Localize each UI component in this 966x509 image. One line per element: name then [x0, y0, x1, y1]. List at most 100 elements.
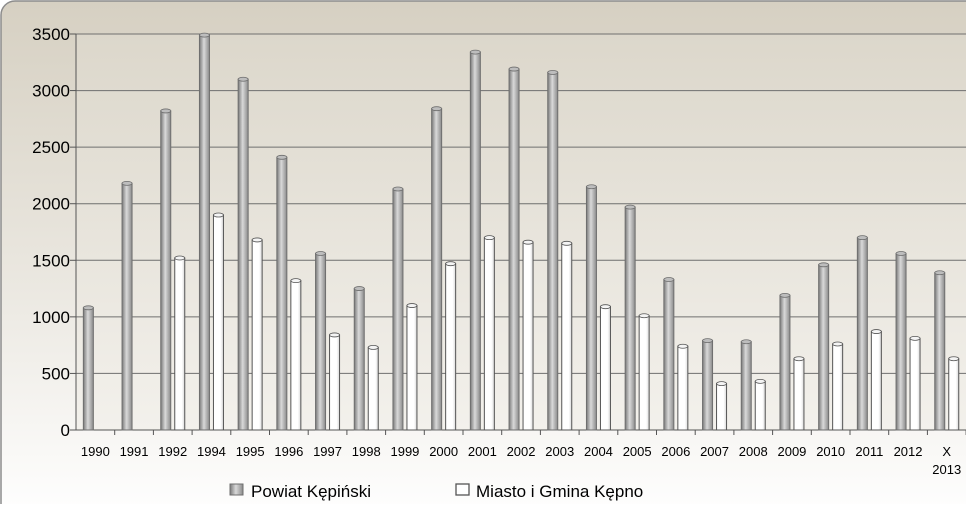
- x-tick-label: 2011: [855, 444, 883, 459]
- bar-powiat: [82, 307, 94, 431]
- bar-cap-miasto: [251, 237, 263, 243]
- bar-cap-miasto: [213, 212, 224, 218]
- x-tick-label: 2003: [545, 444, 574, 459]
- x-tick-label: 1995: [236, 444, 265, 459]
- bar-miasto: [948, 358, 960, 431]
- bar-cap-miasto: [716, 381, 727, 387]
- bar-cap-powiat: [160, 108, 172, 114]
- bar-powiat: [779, 294, 791, 431]
- x-axis-ticks: 1990 1991 1992 1994 1995 1996 1997 1998 1999 2000…: [81, 430, 966, 477]
- bar-miasto: [677, 345, 689, 431]
- bar-cap-miasto: [522, 239, 534, 245]
- bar-cap-miasto: [406, 303, 418, 308]
- bar-cap-miasto: [600, 304, 611, 310]
- bar-cap-powiat: [740, 339, 752, 345]
- legend: Powiat Kępiński Miasto i Gmina Kępno: [229, 482, 643, 501]
- bar-powiat: [818, 264, 830, 431]
- bar-cap-powiat: [624, 204, 636, 210]
- bar-cap-miasto: [329, 332, 340, 338]
- bar-miasto: [329, 334, 341, 431]
- bar-miasto: [290, 280, 302, 431]
- bar-cap-powiat: [663, 277, 675, 282]
- bar-cap-miasto: [754, 378, 766, 384]
- legend-swatch-miasto: [455, 483, 470, 496]
- bar-powiat: [508, 68, 520, 431]
- bar-miasto: [445, 263, 457, 431]
- bar-miasto: [367, 346, 379, 431]
- legend-label-miasto: Miasto i Gmina Kępno: [476, 482, 643, 501]
- x-tick-label: 2009: [777, 444, 806, 459]
- x-tick-label: 1998: [352, 444, 381, 459]
- bar-miasto: [599, 306, 611, 431]
- y-tick-label: 3000: [32, 82, 70, 101]
- bar-cap-powiat: [469, 49, 481, 55]
- x-tick-label: 2001: [468, 444, 497, 459]
- bar-miasto: [561, 242, 573, 431]
- bar-powiat: [663, 279, 675, 431]
- bar-miasto: [909, 337, 921, 431]
- bar-powiat: [895, 252, 907, 431]
- bar-cap-powiat: [508, 66, 520, 72]
- bar-miasto: [406, 305, 418, 431]
- bar-cap-powiat: [121, 180, 133, 186]
- bar-cap-powiat: [276, 154, 288, 160]
- bar-cap-powiat: [315, 251, 326, 256]
- bar-powiat: [702, 340, 714, 431]
- y-tick-label: 1500: [32, 251, 70, 270]
- y-tick-label: 500: [42, 364, 70, 383]
- bar-cap-miasto: [909, 335, 921, 341]
- x-tick-label: 2002: [507, 444, 536, 459]
- x-tick-label: 2005: [623, 444, 652, 459]
- bar-cap-miasto: [677, 343, 689, 349]
- bar-cap-miasto: [483, 235, 495, 241]
- bar-cap-powiat: [779, 292, 791, 298]
- bar-cap-powiat: [82, 305, 94, 311]
- bar-miasto: [754, 380, 766, 431]
- bar-cap-miasto: [793, 356, 805, 362]
- bar-cap-miasto: [870, 329, 882, 334]
- bar-powiat: [353, 288, 365, 431]
- x-tick-label: 2007: [700, 444, 729, 459]
- bar-cap-powiat: [895, 251, 907, 256]
- bar-miasto: [793, 358, 805, 431]
- bar-miasto: [212, 214, 224, 431]
- x-tick-label: 2010: [816, 444, 845, 459]
- bar-powiat: [392, 188, 404, 431]
- bar-cap-miasto: [290, 278, 302, 284]
- bar-miasto: [522, 241, 534, 431]
- bar-powiat: [585, 186, 597, 431]
- bar-cap-powiat: [353, 286, 365, 291]
- bar-miasto: [638, 315, 650, 431]
- bar-powiat: [276, 156, 288, 431]
- x-tick-label: 2004: [584, 444, 613, 459]
- y-tick-label: 2000: [32, 195, 70, 214]
- bar-cap-powiat: [547, 70, 559, 75]
- bar-powiat: [315, 252, 327, 431]
- bar-cap-powiat: [392, 186, 404, 192]
- x-tick-label: 2008: [739, 444, 768, 459]
- bar-cap-miasto: [832, 341, 844, 347]
- x-tick-label: 1996: [274, 444, 303, 459]
- bar-powiat: [740, 341, 752, 431]
- x-tick-label: 2012: [894, 444, 923, 459]
- x-tick-label: X: [942, 444, 951, 459]
- bar-miasto: [832, 343, 844, 431]
- x-tick-label: 1997: [313, 444, 342, 459]
- legend-label-powiat: Powiat Kępiński: [251, 482, 371, 501]
- bar-miasto: [251, 239, 263, 431]
- bar-miasto: [174, 257, 186, 431]
- bar-cap-powiat: [818, 262, 830, 268]
- x-tick-label: 2006: [661, 444, 690, 459]
- bar-cap-powiat: [586, 184, 597, 190]
- bar-cap-powiat: [199, 32, 210, 38]
- bar-powiat: [198, 34, 210, 431]
- bar-cap-miasto: [445, 261, 457, 267]
- x-tick-label: 1991: [120, 444, 149, 459]
- bar-powiat: [469, 51, 481, 431]
- x-tick-label: 1999: [390, 444, 419, 459]
- bar-cap-miasto: [561, 240, 573, 246]
- bar-miasto: [483, 237, 495, 431]
- bar-powiat: [237, 78, 249, 431]
- bar-miasto: [716, 383, 728, 431]
- bar-powiat: [934, 272, 946, 431]
